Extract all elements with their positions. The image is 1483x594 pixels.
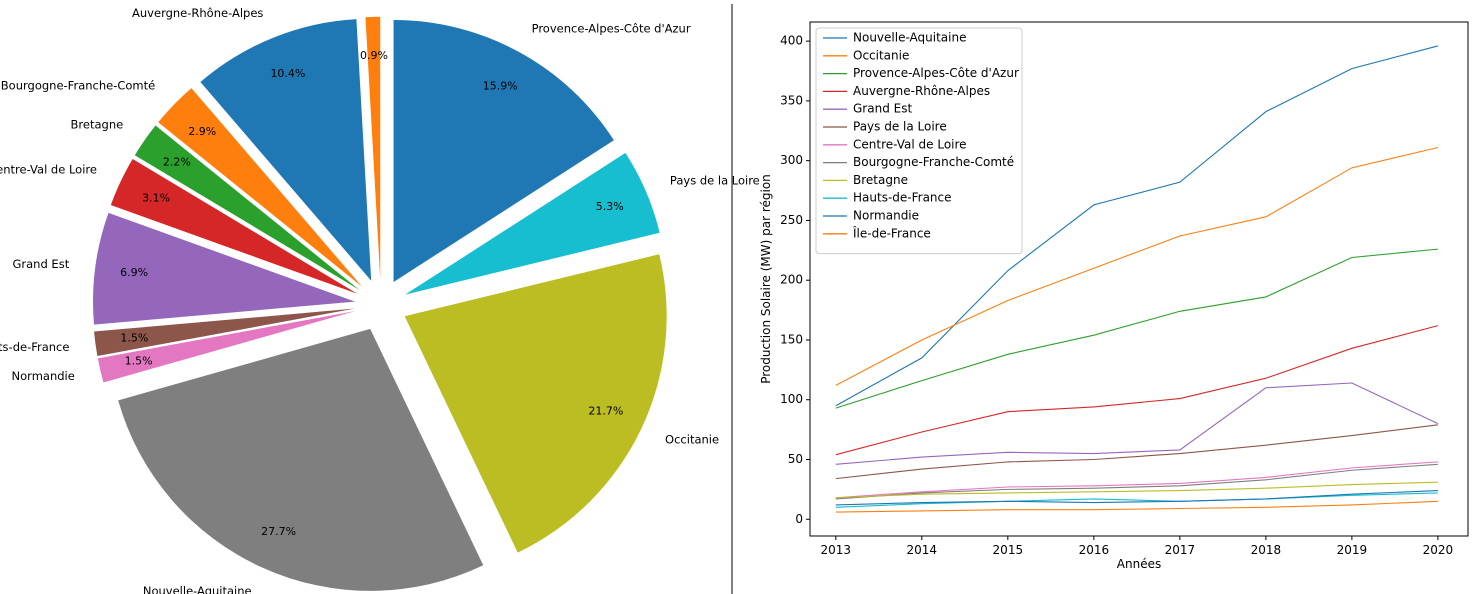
pie-slice-bretagne bbox=[134, 125, 360, 291]
series-line-centre-val-de-loire bbox=[835, 461, 1438, 499]
legend-label: Hauts-de-France bbox=[853, 191, 952, 205]
legend-box bbox=[815, 27, 1023, 255]
series-line-normandie bbox=[835, 490, 1438, 506]
pie-pct-provence-alpes-cote-d-azur: 15.9% bbox=[483, 80, 518, 93]
y-tick-label: 300 bbox=[780, 153, 803, 167]
legend-label: Centre-Val de Loire bbox=[853, 137, 967, 151]
x-tick-label: 2018 bbox=[1251, 543, 1282, 557]
legend-label: Île-de-France bbox=[852, 225, 931, 240]
legend-label: Auvergne-Rhône-Alpes bbox=[853, 84, 990, 98]
legend-label: Bourgogne-Franche-Comté bbox=[853, 155, 1014, 169]
pie-label-provence-alpes-cote-d-azur: Provence-Alpes-Côte d'Azur bbox=[532, 22, 691, 36]
pie-label-hauts-de-france: Hauts-de-France bbox=[0, 340, 69, 354]
x-tick-label: 2017 bbox=[1165, 543, 1196, 557]
legend-label: Normandie bbox=[853, 209, 919, 223]
x-tick-label: 2015 bbox=[993, 543, 1024, 557]
pie-pct-ile-de-france: 0.9% bbox=[360, 49, 388, 62]
pie-pct-nouvelle-aquitaine: 27.7% bbox=[261, 525, 296, 538]
legend-label: Grand Est bbox=[853, 102, 912, 116]
series-line-grand-est bbox=[835, 382, 1439, 465]
pie-slice-pays-de-la-loire bbox=[405, 152, 660, 295]
pie-label-bretagne: Bretagne bbox=[71, 118, 124, 132]
pie-pct-occitanie: 21.7% bbox=[588, 405, 623, 418]
series-group bbox=[835, 45, 1439, 513]
y-tick-label: 50 bbox=[788, 452, 803, 466]
series-line-hauts-de-france bbox=[835, 492, 1438, 508]
series-line-bourgogne-franche-comte bbox=[835, 463, 1438, 500]
pie-slice-normandie bbox=[97, 310, 356, 383]
series-line-bretagne bbox=[835, 481, 1438, 499]
x-tick-label: 2013 bbox=[821, 543, 852, 557]
pie-label-occitanie: Occitanie bbox=[665, 432, 719, 446]
pie-pct-hauts-de-france: 1.5% bbox=[120, 332, 148, 345]
plot-frame bbox=[809, 21, 1469, 537]
pie-label-grand-est: Grand Est bbox=[13, 257, 70, 271]
y-tick-label: 250 bbox=[780, 213, 803, 227]
pie-chart: Île-de-France0.9%Auvergne-Rhône-Alpes10.… bbox=[0, 6, 760, 594]
legend-label: Provence-Alpes-Côte d'Azur bbox=[853, 66, 1019, 80]
pie-slice-nouvelle-aquitaine bbox=[118, 328, 484, 591]
line-chart: Années Production Solaire (MW) par régio… bbox=[759, 21, 1469, 571]
series-line-provence-alpes-cote-d-azur bbox=[835, 248, 1438, 409]
x-tick-label: 2020 bbox=[1423, 543, 1454, 557]
series-line-pays-de-la-loire bbox=[835, 424, 1438, 480]
legend-label: Bretagne bbox=[853, 173, 908, 187]
legend-label: Pays de la Loire bbox=[853, 120, 947, 134]
pie-slice-centre-val-de-loire bbox=[110, 158, 358, 294]
x-tick-label: 2016 bbox=[1079, 543, 1110, 557]
pie-slice-provence-alpes-cote-d-azur bbox=[393, 20, 614, 283]
y-tick-label: 100 bbox=[780, 392, 803, 406]
pie-pct-centre-val-de-loire: 3.1% bbox=[142, 191, 170, 204]
series-line-occitanie bbox=[835, 146, 1439, 386]
legend: Nouvelle-Aquitaine Occitanie Provence-Alpe… bbox=[815, 27, 1023, 255]
pie-slice-occitanie bbox=[404, 254, 667, 553]
y-tick-label: 0 bbox=[795, 512, 803, 526]
legend-label: Occitanie bbox=[853, 48, 909, 62]
legend-label: Nouvelle-Aquitaine bbox=[853, 31, 966, 45]
x-tick-label: 2019 bbox=[1337, 543, 1368, 557]
x-tick-label: 2014 bbox=[907, 543, 938, 557]
y-tick-label: 400 bbox=[780, 34, 803, 48]
pie-label-auvergne-rhone-alpes: Auvergne-Rhône-Alpes bbox=[132, 6, 263, 20]
y-tick-label: 200 bbox=[780, 273, 803, 287]
series-line-ile-de-france bbox=[835, 500, 1438, 513]
pie-slice-hauts-de-france bbox=[94, 308, 356, 357]
pie-pct-auvergne-rhone-alpes: 10.4% bbox=[270, 67, 305, 80]
pie-slice-auvergne-rhone-alpes bbox=[200, 19, 372, 281]
pie-label-bourgogne-franche-comte: Bourgogne-Franche-Comté bbox=[1, 79, 155, 93]
pie-slice-bourgogne-franche-comte bbox=[158, 88, 363, 287]
pie-pct-normandie: 1.5% bbox=[125, 355, 153, 368]
y-tick-label: 350 bbox=[780, 93, 803, 107]
y-axis-title: Production Solaire (MW) par région bbox=[759, 174, 773, 384]
series-line-nouvelle-aquitaine bbox=[835, 45, 1439, 407]
pie-label-nouvelle-aquitaine: Nouvelle-Aquitaine bbox=[143, 584, 252, 594]
y-tick-label: 150 bbox=[780, 332, 803, 346]
pie-label-normandie: Normandie bbox=[12, 369, 75, 383]
pie-pct-bourgogne-franche-comte: 2.9% bbox=[188, 125, 216, 138]
pie-pct-grand-est: 6.9% bbox=[120, 266, 148, 279]
pie-slice-grand-est bbox=[93, 212, 356, 325]
pie-label-centre-val-de-loire: Centre-Val de Loire bbox=[0, 163, 97, 177]
pie-pct-pays-de-la-loire: 5.3% bbox=[596, 200, 624, 213]
series-line-auvergne-rhone-alpes bbox=[835, 325, 1439, 456]
pie-slice-ile-de-france bbox=[365, 16, 381, 279]
pie-label-pays-de-la-loire: Pays de la Loire bbox=[670, 174, 760, 188]
x-axis-title: Années bbox=[1117, 557, 1161, 571]
pie-pct-bretagne: 2.2% bbox=[163, 156, 191, 169]
